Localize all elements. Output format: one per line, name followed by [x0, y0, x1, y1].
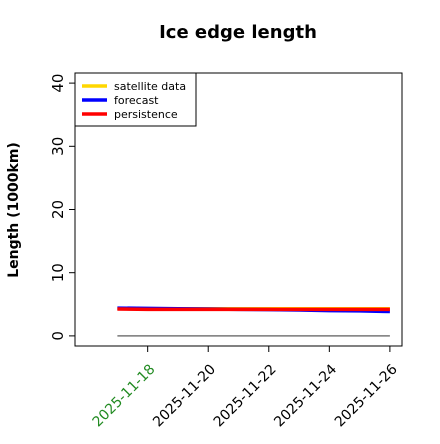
y-tick-label: 20	[49, 200, 67, 219]
chart-title: Ice edge length	[159, 22, 317, 43]
y-tick-label: 10	[49, 263, 67, 282]
legend-label: forecast	[114, 94, 159, 107]
x-tick-label: 2025-11-20	[150, 362, 219, 431]
y-tick-label: 30	[49, 137, 67, 156]
x-tick-label: 2025-11-24	[271, 361, 340, 430]
x-tick-label: 2025-11-26	[332, 361, 401, 430]
x-tick-label: 2025-11-18	[90, 362, 159, 431]
y-tick-label: 40	[49, 74, 67, 93]
x-tick-label: 2025-11-22	[211, 362, 280, 431]
legend-label: persistence	[114, 108, 178, 121]
y-axis-label: Length (1000km)	[6, 142, 22, 278]
y-tick-label: 0	[49, 331, 67, 341]
legend-label: satellite data	[114, 80, 186, 93]
